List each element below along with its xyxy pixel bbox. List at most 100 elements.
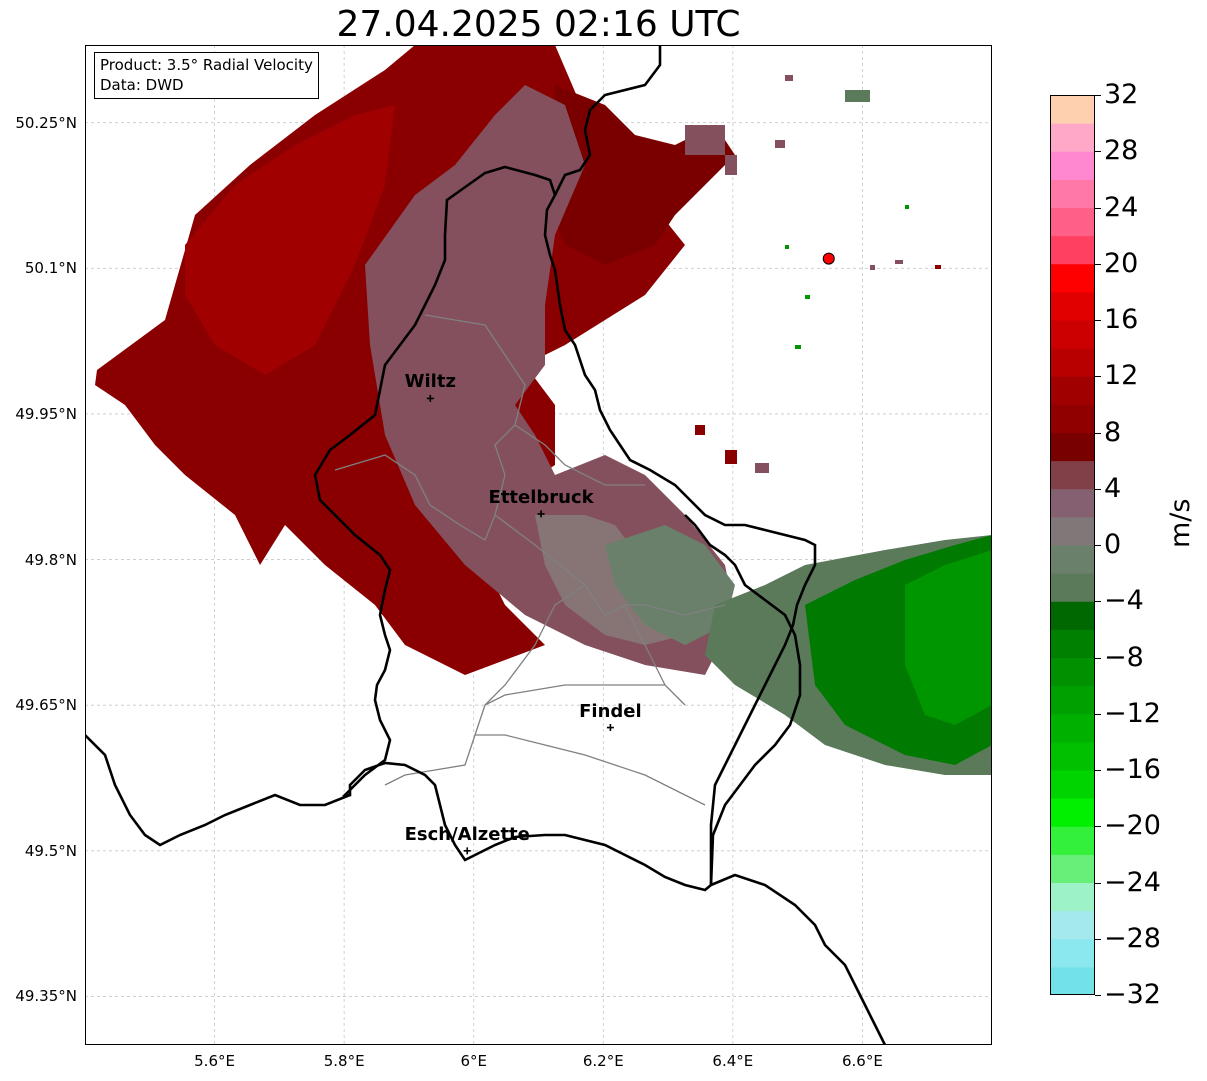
colorbar-bin	[1050, 601, 1095, 630]
colorbar-bin	[1050, 95, 1095, 124]
echo-maroon-east	[545, 85, 735, 265]
colorbar-bin	[1050, 741, 1095, 771]
colorbar-tick-label: −24	[1104, 866, 1161, 898]
colorbar-tick-label: 0	[1104, 529, 1122, 560]
colorbar-scale	[1050, 95, 1095, 995]
lat-label: 50.1°N	[24, 259, 77, 278]
colorbar-bin	[1050, 179, 1095, 208]
lon-label: 6°E	[460, 1052, 487, 1070]
city-label: Findel	[579, 700, 642, 722]
colorbar-bin	[1050, 291, 1095, 321]
city-marker	[606, 724, 614, 732]
lon-label: 6.2°E	[582, 1052, 624, 1070]
colorbar-bin	[1050, 235, 1095, 265]
city-marker	[537, 510, 545, 518]
product-label: Product: 3.5° Radial Velocity	[100, 56, 313, 74]
colorbar-tick-label: −28	[1104, 922, 1161, 954]
colorbar-bin	[1050, 573, 1095, 602]
lon-label: 6.6°E	[842, 1052, 883, 1070]
data-source-label: Data: DWD	[100, 76, 184, 94]
radar-site-marker[interactable]	[822, 252, 835, 265]
colorbar-tick-label: −32	[1104, 979, 1161, 1010]
colorbar-tick-label: 16	[1104, 304, 1139, 335]
colorbar-bin	[1050, 713, 1095, 743]
colorbar-bin	[1050, 685, 1095, 715]
colorbar-tick	[1095, 995, 1101, 996]
city-markers	[426, 394, 614, 855]
colorbar-bin	[1050, 207, 1095, 237]
colorbar-tick	[1095, 263, 1101, 265]
echo-grey-green	[605, 525, 735, 645]
colorbar-tick	[1095, 601, 1101, 603]
colorbar-tick-label: 4	[1104, 472, 1122, 504]
colorbar-bin	[1050, 404, 1095, 433]
colorbar-tick-label: −12	[1104, 697, 1161, 729]
colorbar-tick-label: −4	[1104, 585, 1144, 617]
colorbar-bin	[1050, 966, 1095, 995]
colorbar-bin	[1050, 545, 1095, 574]
colorbar-bin	[1050, 629, 1095, 658]
colorbar-tick	[1095, 882, 1101, 884]
colorbar-tick	[1095, 95, 1101, 96]
colorbar-tick-label: −20	[1104, 810, 1161, 842]
colorbar-tick	[1095, 320, 1101, 321]
radar-map-canvas	[85, 45, 992, 1045]
colorbar-bin	[1050, 488, 1095, 518]
colorbar-tick-label: 20	[1104, 247, 1139, 279]
echo-red-core	[185, 105, 395, 375]
lat-label: 49.35°N	[15, 987, 77, 1006]
colorbar-bin	[1050, 123, 1095, 152]
colorbar-bin	[1050, 826, 1095, 855]
colorbar-bin	[1050, 938, 1095, 968]
colorbar-bin	[1050, 348, 1095, 377]
lat-label: 50.25°N	[15, 113, 77, 132]
colorbar-bin	[1050, 882, 1095, 912]
colorbar-bin	[1050, 376, 1095, 405]
colorbar-tick	[1095, 545, 1101, 546]
colorbar-tick-label: 12	[1104, 360, 1139, 392]
city-marker	[426, 394, 434, 402]
colorbar-bin	[1050, 151, 1095, 180]
colorbar-tick-label: −16	[1104, 754, 1161, 785]
colorbar-bin	[1050, 516, 1095, 546]
colorbar-tick-label: 32	[1104, 79, 1139, 110]
city-label: Wiltz	[404, 371, 456, 393]
colorbar-tick-label: −8	[1104, 641, 1144, 673]
luxembourg-admin-lines	[334, 314, 726, 806]
map-title: 27.04.2025 02:16 UTC	[336, 4, 741, 45]
radar-echoes	[95, 45, 992, 775]
lat-label: 49.65°N	[15, 696, 77, 715]
colorbar-tick	[1095, 151, 1101, 153]
colorbar-tick	[1095, 376, 1101, 378]
product-info-box: Product: 3.5° Radial Velocity Data: DWD	[94, 52, 319, 99]
colorbar-unit-label: m/s	[1165, 498, 1196, 548]
echo-mauve	[365, 85, 735, 675]
lon-label: 5.6°E	[194, 1052, 235, 1070]
germany-border	[553, 45, 887, 1045]
colorbar-bin	[1050, 460, 1095, 490]
colorbar-bin	[1050, 798, 1095, 827]
city-marker	[463, 847, 471, 855]
lon-label: 6.4°E	[712, 1052, 754, 1070]
colorbar-tick-label: 8	[1104, 416, 1122, 448]
france-belgium-border	[85, 734, 351, 847]
radar-map[interactable]	[85, 45, 992, 1045]
colorbar-bin	[1050, 854, 1095, 883]
colorbar-tick	[1095, 770, 1101, 771]
colorbar-frame	[1050, 95, 1095, 995]
colorbar-bin	[1050, 770, 1095, 799]
colorbar-tick	[1095, 432, 1101, 434]
colorbar-bin	[1050, 657, 1095, 687]
colorbar-bin	[1050, 263, 1095, 293]
colorbar-bin	[1050, 910, 1095, 940]
colorbar-tick	[1095, 207, 1101, 209]
colorbar-tick	[1095, 657, 1101, 659]
country-borders	[85, 45, 887, 1045]
colorbar-tick	[1095, 713, 1101, 715]
colorbar-bin	[1050, 432, 1095, 462]
lat-label: 49.8°N	[24, 550, 77, 569]
lat-label: 49.95°N	[15, 404, 77, 423]
colorbar-tick-label: 28	[1104, 135, 1139, 167]
colorbar-tick	[1095, 826, 1101, 828]
colorbar-bin	[1050, 320, 1095, 349]
